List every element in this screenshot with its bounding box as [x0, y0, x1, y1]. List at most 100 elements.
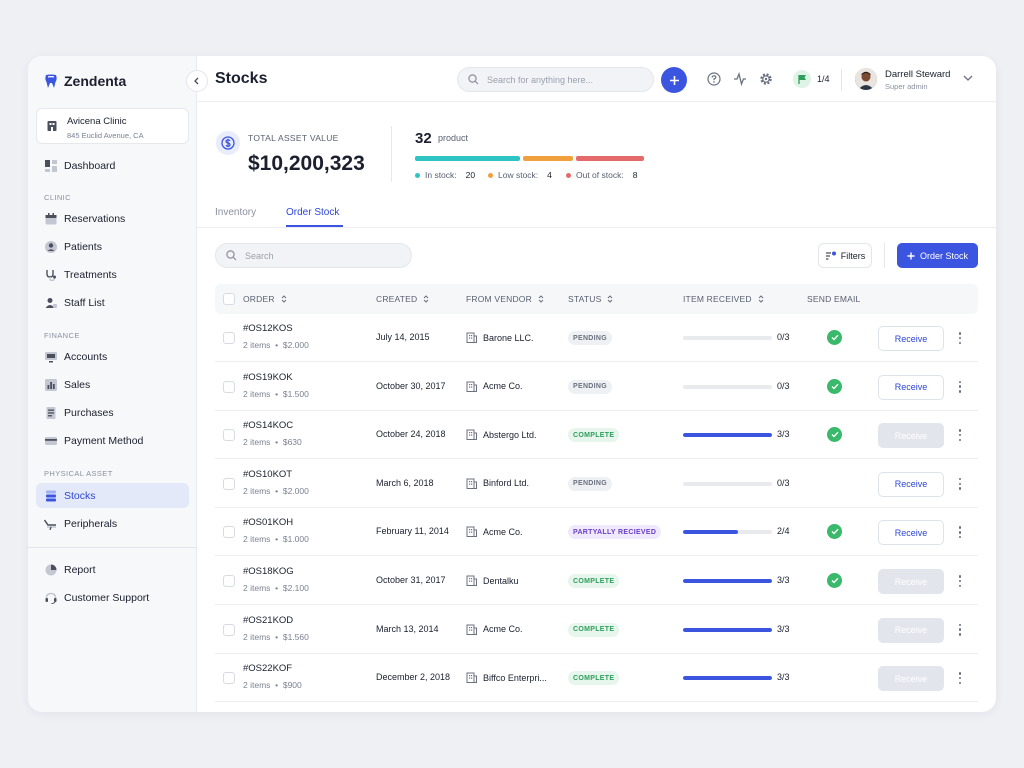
add-new-button[interactable] [661, 67, 687, 93]
sidebar-item-sales[interactable]: Sales [36, 372, 189, 397]
receive-button[interactable]: Receive [878, 374, 944, 400]
column-order[interactable]: ORDER [243, 294, 287, 304]
row-checkbox[interactable] [223, 380, 235, 393]
order-search-input[interactable] [245, 250, 395, 261]
low-stock-count: 4 [547, 170, 552, 180]
row-checkbox[interactable] [223, 477, 235, 490]
global-search-input[interactable] [487, 74, 637, 85]
more-options-icon[interactable] [956, 379, 964, 395]
sidebar-item-label: Stocks [64, 489, 96, 502]
column-vendor[interactable]: FROM VENDOR [466, 294, 544, 304]
column-item-received[interactable]: ITEM RECEIVED [683, 294, 764, 304]
order-id[interactable]: #OS22KOF [243, 663, 293, 675]
sidebar-item-accounts[interactable]: Accounts [36, 344, 189, 369]
more-options-icon[interactable] [956, 476, 964, 492]
table-row[interactable]: #OS12KOS 2 items • $2.000 July 14, 2015 Bar… [215, 314, 978, 362]
sidebar-item-peripherals[interactable]: Peripherals [36, 511, 189, 536]
collapse-sidebar-button[interactable] [186, 70, 208, 92]
order-id[interactable]: #OS12KOS [243, 323, 293, 334]
table-row[interactable]: #OS18KOG 2 items • $2.100 October 31, 2017… [215, 557, 978, 605]
order-id[interactable]: #OS19KOK [243, 371, 293, 383]
order-price: $2.100 [282, 583, 309, 593]
global-search[interactable] [457, 67, 654, 92]
plus-icon [907, 252, 915, 259]
goals-flag-button[interactable] [793, 70, 811, 88]
product-count: 32 [415, 130, 432, 147]
out-stock-label: Out of stock: [576, 170, 624, 180]
received-count: 3/3 [777, 429, 790, 440]
sidebar-item-dashboard[interactable]: Dashboard [36, 153, 189, 178]
row-checkbox[interactable] [223, 575, 235, 587]
more-options-icon[interactable] [956, 330, 964, 346]
user-role: Super admin [885, 82, 928, 91]
order-stock-label: Order Stock [919, 250, 968, 261]
sidebar-item-report[interactable]: Report [36, 557, 189, 582]
building-icon [466, 381, 477, 392]
table-row[interactable]: #OS22KOF 2 items • $900 December 2, 2018 Bi… [215, 654, 978, 703]
sidebar-item-reservations[interactable]: Reservations [36, 206, 189, 231]
activity-button[interactable] [732, 71, 748, 87]
more-options-icon[interactable] [956, 573, 964, 589]
dollar-circle-icon [221, 136, 235, 150]
column-status[interactable]: STATUS [568, 294, 613, 304]
sidebar-item-payment-method[interactable]: Payment Method [36, 428, 189, 453]
order-items: 2 items [243, 437, 271, 448]
row-checkbox[interactable] [223, 623, 235, 636]
sidebar-item-patients[interactable]: Patients [36, 234, 189, 259]
vendor-name: Dentalku [483, 575, 519, 586]
row-checkbox[interactable] [223, 332, 235, 344]
search-icon [226, 250, 237, 261]
sidebar-item-customer-support[interactable]: Customer Support [36, 585, 189, 610]
order-id[interactable]: #OS21KOD [243, 614, 294, 626]
receive-button[interactable]: Receive [878, 520, 944, 546]
tab-order-stock[interactable]: Order Stock [286, 207, 340, 218]
receive-button[interactable]: Receive [878, 569, 944, 594]
row-checkbox[interactable] [223, 429, 235, 442]
sidebar-item-label: Sales [64, 378, 91, 391]
receive-button[interactable]: Receive [878, 471, 944, 497]
receive-button[interactable]: Receive [878, 326, 944, 351]
order-id[interactable]: #OS10KOT [243, 468, 293, 480]
row-checkbox[interactable] [223, 672, 235, 685]
sidebar-item-label: Dashboard [64, 159, 116, 172]
receive-button[interactable]: Receive [878, 666, 944, 692]
more-options-icon[interactable] [956, 622, 964, 638]
filters-button[interactable]: Filters [818, 243, 872, 268]
avatar[interactable] [855, 68, 877, 90]
sidebar-item-treatments[interactable]: Treatments [36, 262, 189, 287]
received-count: 2/4 [777, 526, 790, 537]
receive-button[interactable]: Receive [878, 423, 944, 449]
help-button[interactable] [706, 71, 722, 87]
more-options-icon[interactable] [956, 427, 964, 443]
row-checkbox[interactable] [223, 526, 235, 539]
table-row[interactable]: #OS01KOH 2 items • $1.000 February 11, 201… [215, 508, 978, 557]
table-row[interactable]: #OS19KOK 2 items • $1.500 October 30, 2017… [215, 363, 978, 411]
receive-button[interactable]: Receive [878, 617, 944, 643]
order-id[interactable]: #OS14KOC [243, 420, 294, 432]
order-stock-button[interactable]: Order Stock [897, 243, 978, 268]
table-row[interactable]: #OS10KOT 2 items • $2.000 March 6, 2018 Bin… [215, 460, 978, 508]
more-options-icon[interactable] [956, 524, 964, 540]
table-row[interactable]: #OS14KOC 2 items • $630 October 24, 2018 Ab… [215, 411, 978, 460]
table-row[interactable]: #OS21KOD 2 items • $1.560 March 13, 2014 Ac… [215, 606, 978, 654]
column-created[interactable]: CREATED [376, 294, 429, 304]
vendor-name: Abstergo Ltd. [483, 429, 537, 440]
logo[interactable]: Zendenta [44, 73, 126, 89]
tabs-divider [197, 227, 996, 228]
select-all-checkbox[interactable] [223, 293, 235, 305]
sidebar-item-purchases[interactable]: Purchases [36, 400, 189, 425]
chevron-down-icon[interactable] [963, 74, 973, 82]
tab-inventory[interactable]: Inventory [215, 207, 257, 218]
order-id[interactable]: #OS18KOG [243, 566, 294, 577]
low-stock-label: Low stock: [498, 170, 539, 180]
settings-button[interactable] [758, 71, 774, 87]
more-options-icon[interactable] [956, 670, 964, 686]
sort-icon [424, 295, 429, 303]
clinic-selector[interactable]: Avicena Clinic 845 Euclid Avenue, CA [36, 108, 189, 144]
sidebar: Zendenta Avicena Clinic 845 Euclid Avenu… [28, 56, 197, 712]
sidebar-item-staff-list[interactable]: Staff List [36, 290, 189, 315]
order-id[interactable]: #OS01KOH [243, 517, 294, 529]
sidebar-item-stocks[interactable]: Stocks [36, 483, 189, 508]
plus-icon [669, 75, 679, 85]
order-search[interactable] [215, 243, 412, 268]
